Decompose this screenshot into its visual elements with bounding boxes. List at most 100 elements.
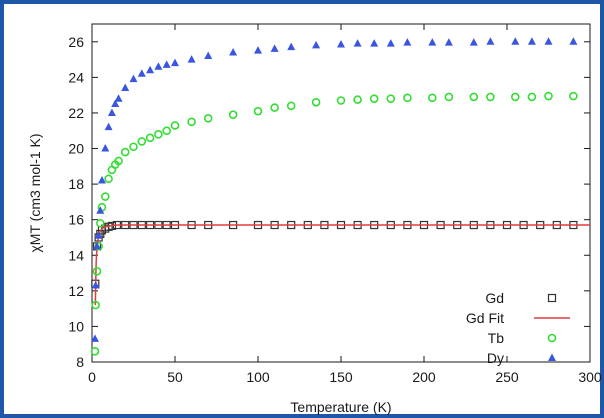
data-point-tb: [336, 96, 346, 105]
data-point-tb: [286, 101, 296, 111]
data-point-tb: [203, 113, 213, 123]
data-point-dy: [287, 42, 296, 51]
data-point-dy: [90, 334, 99, 342]
data-point-dy: [171, 58, 179, 67]
data-point-tb: [444, 92, 454, 102]
data-point-tb: [369, 94, 379, 104]
data-point-tb: [427, 93, 437, 103]
data-point-dy: [511, 37, 520, 45]
x-tick-label: 100: [246, 369, 270, 385]
x-tick-label: 0: [88, 369, 96, 385]
data-point-dy: [469, 38, 478, 46]
data-point-dy: [444, 38, 453, 46]
data-point-dy: [92, 241, 101, 250]
data-point-dy: [544, 37, 553, 45]
data-point-tb: [353, 95, 362, 104]
data-point-tb: [154, 129, 163, 139]
data-point-dy: [121, 83, 130, 92]
data-point-tb: [162, 126, 171, 136]
data-point-dy: [114, 94, 123, 102]
data-point-tb: [311, 97, 321, 107]
x-tick-label: 150: [329, 369, 353, 385]
legend-label-dy: Dy: [487, 350, 504, 366]
data-point-dy: [254, 46, 262, 54]
legend-swatch-dy: [548, 353, 556, 361]
data-point-dy: [204, 51, 213, 60]
plot-area: [91, 23, 591, 363]
y-tick-label: 26: [68, 34, 84, 50]
data-point-dy: [428, 38, 437, 46]
data-point-tb: [386, 94, 396, 104]
data-point-dy: [97, 176, 106, 184]
y-tick-label: 12: [68, 283, 84, 299]
data-point-tb: [228, 110, 238, 120]
data-point-dy: [101, 144, 110, 152]
data-point-dy: [91, 281, 100, 289]
data-point-dy: [96, 206, 105, 214]
legend-label-gd-fit: Gd Fit: [466, 310, 504, 326]
data-point-tb: [403, 93, 412, 103]
data-point-tb: [137, 137, 147, 146]
data-point-dy: [353, 39, 362, 47]
data-point-dy: [137, 69, 146, 77]
data-point-dy: [229, 47, 238, 56]
data-point-tb: [96, 218, 105, 228]
legend-label-gd: Gd: [485, 290, 504, 306]
legend-label-tb: Tb: [488, 330, 505, 346]
data-point-tb: [253, 106, 263, 116]
data-point-tb: [92, 266, 102, 276]
data-point-dy: [403, 38, 412, 46]
y-tick-label: 16: [68, 212, 84, 228]
data-point-tb: [120, 147, 130, 157]
data-point-dy: [527, 37, 536, 45]
data-point-tb: [270, 103, 279, 112]
data-point-dy: [386, 39, 395, 47]
y-tick-label: 14: [68, 247, 84, 263]
x-axis-label: Temperature (K): [290, 399, 391, 415]
y-tick-label: 8: [76, 354, 84, 370]
data-point-tb: [569, 91, 578, 101]
data-point-tb: [145, 133, 155, 143]
data-point-dy: [94, 231, 103, 239]
data-point-dy: [187, 55, 196, 63]
x-tick-label: 300: [578, 369, 602, 385]
data-point-dy: [337, 39, 345, 48]
data-point-dy: [312, 40, 321, 49]
data-point-tb: [90, 347, 100, 356]
x-tick-label: 200: [412, 369, 436, 385]
data-point-dy: [162, 60, 171, 68]
data-point-tb: [104, 174, 113, 184]
data-point-dy: [370, 39, 379, 47]
x-tick-label: 250: [495, 369, 519, 385]
data-point-dy: [129, 74, 138, 83]
y-axis-label: χMT (cm3 mol-1 K): [27, 133, 43, 252]
legend-swatch-gd: [547, 293, 557, 303]
data-point-dy: [486, 37, 495, 45]
y-tick-label: 24: [68, 69, 84, 85]
data-point-tb: [527, 92, 537, 102]
data-point-dy: [104, 122, 113, 131]
x-tick-label: 50: [167, 369, 183, 385]
y-tick-label: 20: [68, 141, 84, 157]
data-point-tb: [469, 92, 479, 102]
data-point-tb: [114, 156, 123, 166]
data-point-tb: [187, 117, 196, 127]
data-point-dy: [270, 44, 279, 52]
data-point-dy: [569, 37, 578, 45]
y-tick-label: 22: [68, 105, 84, 121]
data-point-dy: [146, 65, 155, 74]
data-point-tb: [486, 92, 495, 102]
legend-swatch-tb: [547, 333, 557, 343]
y-tick-label: 10: [68, 318, 84, 334]
data-point-dy: [107, 108, 116, 116]
data-point-dy: [154, 62, 163, 70]
data-point-tb: [129, 142, 138, 152]
series-line-gd-fit: [94, 224, 590, 306]
y-tick-label: 18: [68, 176, 84, 192]
data-point-tb: [91, 300, 100, 310]
data-point-dy: [111, 99, 120, 108]
data-point-tb: [510, 92, 520, 102]
data-point-tb: [170, 121, 180, 130]
data-point-tb: [100, 192, 110, 201]
